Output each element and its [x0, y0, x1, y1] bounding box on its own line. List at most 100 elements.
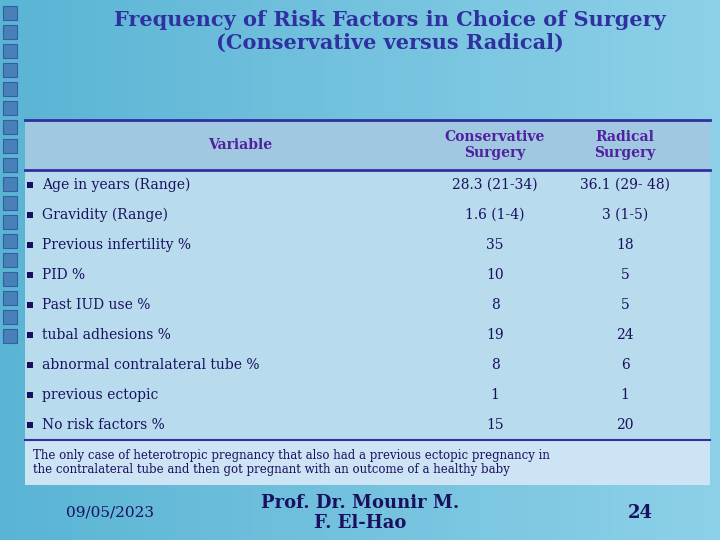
Text: 15: 15: [486, 418, 504, 432]
Bar: [414, 0, 423, 540]
Bar: [207, 0, 216, 540]
Bar: [270, 0, 279, 540]
Bar: [225, 0, 234, 540]
Bar: [486, 0, 495, 540]
Bar: [144, 0, 153, 540]
Bar: [162, 0, 171, 540]
Bar: [468, 0, 477, 540]
Bar: [63, 0, 72, 540]
Bar: [216, 0, 225, 540]
Bar: [351, 0, 360, 540]
Bar: [99, 0, 108, 540]
Bar: [531, 0, 540, 540]
Bar: [711, 0, 720, 540]
Bar: [72, 0, 81, 540]
Bar: [594, 0, 603, 540]
Bar: [342, 0, 351, 540]
Bar: [25, 440, 710, 485]
Bar: [495, 0, 504, 540]
Bar: [117, 0, 126, 540]
Text: Radical
Surgery: Radical Surgery: [594, 130, 656, 160]
Bar: [612, 0, 621, 540]
Bar: [522, 0, 531, 540]
Bar: [3, 82, 17, 96]
Bar: [25, 120, 710, 440]
Bar: [261, 0, 270, 540]
Bar: [378, 0, 387, 540]
Bar: [18, 0, 27, 540]
Bar: [126, 0, 135, 540]
Bar: [3, 196, 17, 210]
Bar: [3, 253, 17, 267]
Bar: [639, 0, 648, 540]
Text: 6: 6: [621, 358, 629, 372]
Text: Past IUD use %: Past IUD use %: [42, 298, 150, 312]
Bar: [180, 0, 189, 540]
Bar: [3, 139, 17, 153]
Bar: [3, 63, 17, 77]
Text: previous ectopic: previous ectopic: [42, 388, 158, 402]
Bar: [3, 234, 17, 248]
Bar: [27, 362, 33, 368]
Bar: [27, 212, 33, 218]
Text: 28.3 (21-34): 28.3 (21-34): [452, 178, 538, 192]
Text: Frequency of Risk Factors in Choice of Surgery
(Conservative versus Radical): Frequency of Risk Factors in Choice of S…: [114, 10, 666, 53]
Text: The only case of heterotropic pregnancy that also had a previous ectopic pregnan: The only case of heterotropic pregnancy …: [33, 449, 550, 476]
Bar: [3, 158, 17, 172]
Bar: [27, 302, 33, 308]
Bar: [684, 0, 693, 540]
Text: 36.1 (29- 48): 36.1 (29- 48): [580, 178, 670, 192]
Bar: [108, 0, 117, 540]
Bar: [0, 0, 9, 540]
Bar: [27, 392, 33, 398]
Bar: [189, 0, 198, 540]
Text: 19: 19: [486, 328, 504, 342]
Text: tubal adhesions %: tubal adhesions %: [42, 328, 171, 342]
Text: Prof. Dr. Mounir M.
F. El-Hao: Prof. Dr. Mounir M. F. El-Hao: [261, 494, 459, 532]
Text: 1.6 (1-4): 1.6 (1-4): [465, 208, 525, 222]
Bar: [360, 0, 369, 540]
Bar: [648, 0, 657, 540]
Bar: [3, 310, 17, 324]
Text: Conservative
Surgery: Conservative Surgery: [445, 130, 545, 160]
Bar: [459, 0, 468, 540]
Bar: [396, 0, 405, 540]
Bar: [3, 177, 17, 191]
Bar: [567, 0, 576, 540]
Bar: [630, 0, 639, 540]
Bar: [3, 44, 17, 58]
Bar: [657, 0, 666, 540]
Text: 5: 5: [621, 268, 629, 282]
Bar: [27, 182, 33, 188]
Bar: [3, 101, 17, 115]
Bar: [603, 0, 612, 540]
Bar: [198, 0, 207, 540]
Text: 1: 1: [490, 388, 500, 402]
Bar: [27, 422, 33, 428]
Bar: [432, 0, 441, 540]
Bar: [315, 0, 324, 540]
Bar: [450, 0, 459, 540]
Bar: [369, 0, 378, 540]
Bar: [3, 215, 17, 229]
Text: 8: 8: [490, 358, 500, 372]
Bar: [540, 0, 549, 540]
Bar: [243, 0, 252, 540]
Bar: [27, 272, 33, 278]
Bar: [3, 6, 17, 20]
Text: 20: 20: [616, 418, 634, 432]
Text: Previous infertility %: Previous infertility %: [42, 238, 191, 252]
Text: 24: 24: [616, 328, 634, 342]
Text: PID %: PID %: [42, 268, 85, 282]
Text: 1: 1: [621, 388, 629, 402]
Text: 24: 24: [628, 504, 652, 522]
Bar: [9, 0, 18, 540]
Bar: [54, 0, 63, 540]
Bar: [27, 332, 33, 338]
Text: 09/05/2023: 09/05/2023: [66, 506, 154, 520]
Text: 10: 10: [486, 268, 504, 282]
Bar: [549, 0, 558, 540]
Bar: [441, 0, 450, 540]
Bar: [27, 0, 36, 540]
Bar: [3, 291, 17, 305]
